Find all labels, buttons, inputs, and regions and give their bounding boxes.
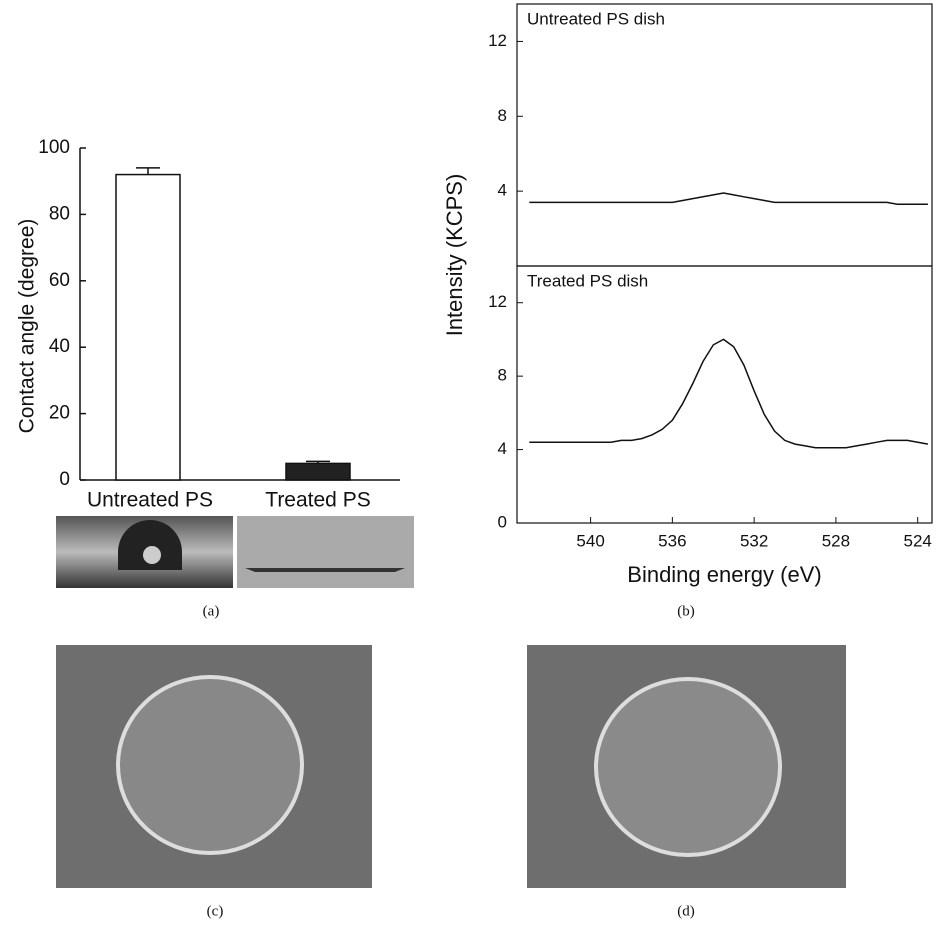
panel-caption: (d) xyxy=(677,903,695,919)
data-line xyxy=(529,338,929,449)
bar xyxy=(285,462,351,481)
y-tick-label: 12 xyxy=(488,31,507,50)
y-tick-label: 8 xyxy=(498,106,507,125)
y-tick-label: 100 xyxy=(38,137,70,158)
y-tick-label: 40 xyxy=(49,336,70,357)
x-tick-label: 536 xyxy=(658,531,686,550)
panel-caption: (c) xyxy=(207,903,224,919)
y-axis-label: Contact angle (degree) xyxy=(16,219,39,434)
y-tick-label: 20 xyxy=(49,403,70,424)
y-tick-label: 0 xyxy=(498,512,507,531)
panel-title: Untreated PS dish xyxy=(527,9,665,28)
y-tick-label: 12 xyxy=(488,292,507,311)
plot-frame xyxy=(516,265,933,524)
x-axis-label: Binding energy (eV) xyxy=(627,562,821,587)
y-tick-label: 80 xyxy=(49,203,70,224)
bar xyxy=(115,173,181,481)
y-tick-label: 60 xyxy=(49,270,70,291)
y-tick-label: 8 xyxy=(498,366,507,385)
y-tick-label: 4 xyxy=(498,439,507,458)
y-tick-label: 4 xyxy=(498,181,507,200)
x-tick-label: 540 xyxy=(576,531,604,550)
x-tick-label: 532 xyxy=(740,531,768,550)
panel-title: Treated PS dish xyxy=(527,271,648,290)
panel-caption: (b) xyxy=(677,603,695,619)
x-tick-label: 524 xyxy=(904,531,932,550)
y-axis-label: Intensity (KCPS) xyxy=(442,174,467,337)
dish-photos xyxy=(56,645,846,888)
plot-frame xyxy=(516,3,933,267)
panel-caption: (a) xyxy=(203,603,220,619)
x-tick-label: Treated PS xyxy=(265,489,370,512)
x-tick-label: 528 xyxy=(822,531,850,550)
x-tick-label: Untreated PS xyxy=(87,489,213,512)
data-line xyxy=(529,192,928,205)
droplet-photos xyxy=(56,516,414,588)
y-tick-label: 0 xyxy=(59,469,70,490)
